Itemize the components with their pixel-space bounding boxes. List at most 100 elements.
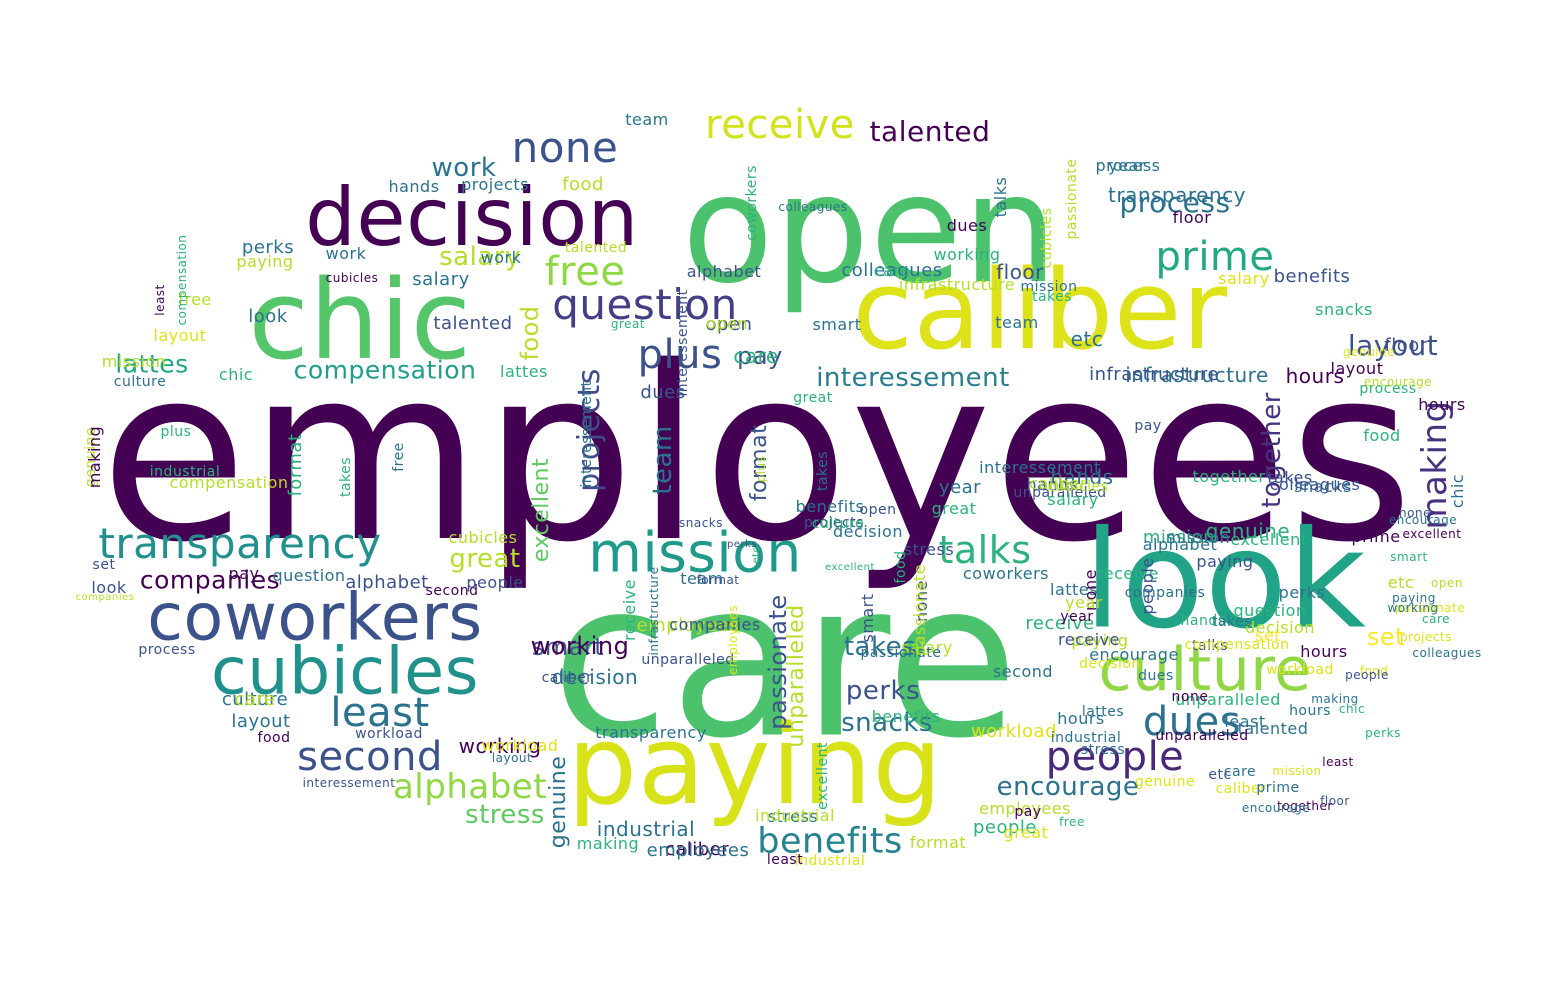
cloud-word: great <box>931 499 977 518</box>
cloud-word: benefits <box>757 821 903 862</box>
cloud-word: team <box>648 425 678 495</box>
cloud-word: layout <box>491 751 533 765</box>
cloud-word: coworkers <box>963 564 1049 583</box>
cloud-word: pay <box>1014 804 1042 820</box>
cloud-word: infrastructure <box>1125 363 1269 387</box>
cloud-word: open <box>859 502 897 518</box>
cloud-word: employees <box>726 605 740 675</box>
cloud-word: industrial <box>794 853 866 869</box>
cloud-word: hours <box>1057 709 1105 728</box>
cloud-word: plus <box>754 455 768 483</box>
cloud-word: smart <box>858 593 877 643</box>
cloud-word: coworkers <box>147 580 483 656</box>
cloud-word: chic <box>248 256 472 384</box>
cloud-word: hands <box>388 177 440 196</box>
cloud-word: workload <box>481 736 559 755</box>
cloud-word: hands <box>1180 613 1226 629</box>
cloud-word: least <box>1322 755 1354 769</box>
cloud-word: takes <box>1211 614 1253 630</box>
cloud-word: compensation <box>175 234 189 326</box>
cloud-word: caliber <box>1215 781 1267 797</box>
cloud-word: food <box>562 174 604 195</box>
cloud-word: format <box>285 433 306 497</box>
cloud-word: alphabet <box>686 262 762 281</box>
cloud-word: layout <box>153 326 207 345</box>
cloud-word: layout <box>231 711 291 732</box>
cloud-word: talks <box>991 176 1010 218</box>
cloud-word: etc <box>751 546 762 564</box>
cloud-word: dues <box>640 382 686 403</box>
cloud-word: free <box>544 249 626 295</box>
cloud-word: stress <box>767 807 819 826</box>
cloud-word: process <box>1359 381 1417 397</box>
cloud-word: year <box>938 477 982 498</box>
cloud-word: cubicles <box>1047 479 1109 495</box>
cloud-word: cubicles <box>448 528 518 547</box>
cloud-word: free <box>178 290 212 309</box>
cloud-word: genuine <box>1342 345 1396 359</box>
cloud-word: pay <box>228 564 260 583</box>
cloud-word: hours <box>1418 395 1466 414</box>
cloud-word: colleagues <box>1269 475 1361 494</box>
cloud-word: takes <box>843 632 917 662</box>
cloud-word: passionate <box>860 645 942 661</box>
cloud-word: encourage <box>1241 801 1311 815</box>
cloud-word: employees <box>636 615 740 636</box>
cloud-word: talks <box>938 528 1032 572</box>
cloud-word: caliber <box>664 839 730 860</box>
cloud-word: perks <box>726 539 758 550</box>
cloud-word: floor <box>996 260 1044 284</box>
cloud-word: format <box>909 833 967 852</box>
cloud-word: excellent <box>529 457 554 563</box>
cloud-word: culture <box>221 689 289 710</box>
cloud-word: year <box>1108 156 1146 175</box>
cloud-word: look <box>91 578 127 597</box>
cloud-word: food <box>893 550 909 584</box>
cloud-word: workload <box>1266 662 1334 678</box>
cloud-word: prime <box>1256 780 1300 796</box>
cloud-word: least <box>766 852 804 868</box>
cloud-word: layout <box>1330 359 1384 378</box>
cloud-word: industrial <box>149 464 221 480</box>
cloud-word: perks <box>1365 726 1401 740</box>
cloud-word: receive <box>1058 630 1120 649</box>
cloud-word: excellent <box>825 562 875 573</box>
cloud-word: encourage <box>1388 513 1458 527</box>
cloud-word: compensation <box>293 355 477 385</box>
cloud-word: talks <box>1192 638 1228 654</box>
cloud-word: takes <box>1031 289 1073 305</box>
cloud-word: employees <box>99 315 1415 595</box>
cloud-word: benefits <box>795 497 865 516</box>
cloud-word: food <box>516 305 544 361</box>
cloud-word: making <box>1311 692 1359 706</box>
cloud-word: paying <box>1071 631 1129 650</box>
cloud-word: infrastructure <box>1089 364 1219 385</box>
cloud-word: making <box>85 425 104 489</box>
cloud-word: pay <box>737 342 783 370</box>
cloud-word: etc <box>1208 767 1232 783</box>
cloud-word: stress <box>465 800 545 830</box>
cloud-word: free <box>391 442 407 472</box>
cloud-word: lattes <box>500 362 548 381</box>
cloud-word: none <box>511 123 619 172</box>
cloud-word: paying <box>236 252 294 271</box>
cloud-word: hands <box>1026 475 1078 494</box>
cloud-word: second <box>425 583 479 599</box>
cloud-word: encourage <box>1363 375 1433 389</box>
cloud-word: alphabet <box>1142 535 1218 554</box>
cloud-word: work <box>325 244 367 263</box>
cloud-word: food <box>1363 426 1401 445</box>
cloud-word: talented <box>1237 719 1309 738</box>
cloud-word: open <box>681 143 1059 317</box>
cloud-word: workload <box>355 726 423 742</box>
cloud-word: unparalleled <box>1155 728 1249 744</box>
cloud-word: culture <box>811 516 865 532</box>
cloud-word: mission <box>1142 527 1216 548</box>
cloud-word: dues <box>946 216 988 235</box>
cloud-word: people <box>1045 734 1185 780</box>
cloud-word: interessement <box>816 363 1010 393</box>
cloud-word: second <box>297 734 443 780</box>
cloud-word: question <box>552 280 738 329</box>
cloud-word: lattes <box>115 349 189 379</box>
cloud-word: working <box>458 734 542 758</box>
